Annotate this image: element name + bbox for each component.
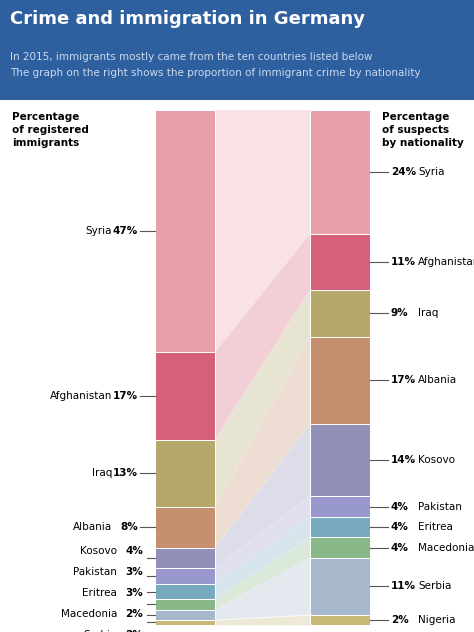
- Bar: [155, 609, 215, 620]
- Polygon shape: [215, 558, 310, 620]
- Text: 13%: 13%: [113, 468, 138, 478]
- Polygon shape: [215, 234, 310, 440]
- Text: 4%: 4%: [391, 522, 409, 532]
- Text: Pakistan: Pakistan: [73, 567, 117, 577]
- Text: 11%: 11%: [391, 257, 416, 267]
- Polygon shape: [215, 615, 310, 625]
- Text: Nigeria: Nigeria: [418, 615, 456, 625]
- Bar: [155, 110, 215, 352]
- Text: Percentage
of registered
immigrants: Percentage of registered immigrants: [12, 112, 89, 149]
- Bar: [155, 507, 215, 548]
- Text: 17%: 17%: [113, 391, 138, 401]
- Bar: [155, 599, 215, 609]
- Text: 9%: 9%: [391, 308, 409, 319]
- Bar: [155, 584, 215, 599]
- Text: 3%: 3%: [125, 567, 143, 577]
- Bar: [310, 234, 370, 290]
- Text: Percentage
of suspects
by nationality: Percentage of suspects by nationality: [382, 112, 464, 149]
- Text: Syria: Syria: [418, 167, 445, 177]
- Text: 4%: 4%: [125, 546, 143, 556]
- Text: Syria: Syria: [85, 226, 112, 236]
- Bar: [310, 337, 370, 424]
- Bar: [155, 440, 215, 507]
- Bar: [310, 558, 370, 615]
- Bar: [310, 496, 370, 517]
- Polygon shape: [215, 517, 310, 599]
- Text: 11%: 11%: [391, 581, 416, 592]
- Text: 2%: 2%: [125, 629, 143, 632]
- Bar: [155, 620, 215, 625]
- Polygon shape: [215, 537, 310, 609]
- Text: Kosovo: Kosovo: [418, 455, 455, 465]
- Bar: [155, 548, 215, 568]
- Bar: [310, 615, 370, 625]
- Text: 17%: 17%: [391, 375, 416, 386]
- Bar: [155, 352, 215, 440]
- Text: 14%: 14%: [391, 455, 416, 465]
- Text: 4%: 4%: [391, 502, 409, 511]
- Polygon shape: [215, 424, 310, 568]
- Polygon shape: [215, 290, 310, 507]
- Bar: [310, 290, 370, 337]
- Text: 3%: 3%: [125, 588, 143, 598]
- FancyBboxPatch shape: [0, 0, 474, 100]
- Polygon shape: [215, 496, 310, 584]
- Text: 47%: 47%: [113, 226, 138, 236]
- Text: Pakistan: Pakistan: [418, 502, 462, 511]
- Text: Afghanistan: Afghanistan: [50, 391, 112, 401]
- Text: 24%: 24%: [391, 167, 416, 177]
- Text: Albania: Albania: [418, 375, 457, 386]
- Text: 2%: 2%: [125, 609, 143, 619]
- Text: Serbia: Serbia: [83, 629, 117, 632]
- Bar: [155, 568, 215, 584]
- Text: Eritrea: Eritrea: [82, 588, 117, 598]
- Text: 2%: 2%: [391, 615, 409, 625]
- Text: Kosovo: Kosovo: [80, 546, 117, 556]
- Text: Eritrea: Eritrea: [418, 522, 453, 532]
- Text: 8%: 8%: [120, 522, 138, 532]
- Text: Afghanistan: Afghanistan: [418, 257, 474, 267]
- Text: The graph on the right shows the proportion of immigrant crime by nationality: The graph on the right shows the proport…: [10, 68, 420, 78]
- Text: Crime and immigration in Germany: Crime and immigration in Germany: [10, 10, 365, 28]
- Text: In 2015, immigrants mostly came from the ten countries listed below: In 2015, immigrants mostly came from the…: [10, 52, 373, 62]
- Polygon shape: [215, 337, 310, 548]
- Polygon shape: [215, 110, 310, 352]
- Text: Macedonia: Macedonia: [418, 543, 474, 553]
- Text: Iraq: Iraq: [91, 468, 112, 478]
- Text: 4%: 4%: [391, 543, 409, 553]
- Bar: [310, 537, 370, 558]
- Text: Albania: Albania: [73, 522, 112, 532]
- Text: Macedonia: Macedonia: [61, 609, 117, 619]
- Text: Serbia: Serbia: [418, 581, 451, 592]
- Bar: [310, 424, 370, 496]
- Text: Iraq: Iraq: [418, 308, 438, 319]
- Bar: [310, 110, 370, 234]
- Bar: [310, 517, 370, 537]
